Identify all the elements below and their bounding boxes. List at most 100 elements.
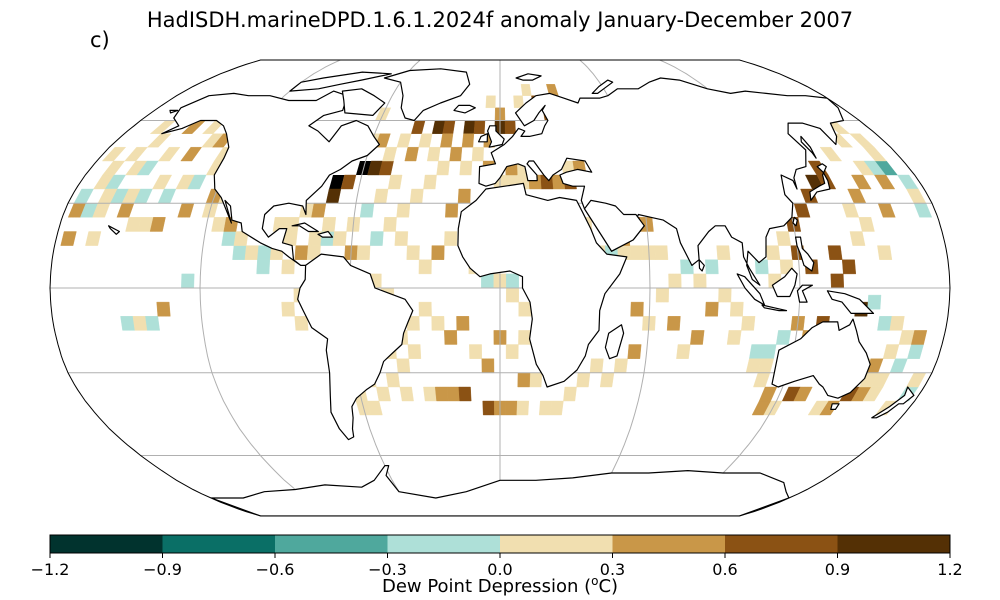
- map-boundary: [49, 59, 951, 517]
- coastline-sumatra: [736, 273, 766, 306]
- colorbar-label-superscript: o: [591, 574, 599, 588]
- anomaly-cell: [505, 344, 519, 359]
- coastline-eurasia: [478, 77, 844, 286]
- coastline-canadian-arctic: [289, 71, 392, 92]
- anomaly-cell: [819, 147, 843, 162]
- anomaly-cell: [136, 160, 159, 176]
- anomaly-cell: [758, 386, 778, 402]
- anomaly-cell: [321, 217, 337, 232]
- anomaly-cell: [517, 372, 531, 388]
- anomaly-cell: [906, 188, 927, 204]
- colorbar-ticks: −1.2 −0.9 −0.6 −0.3 0.0 0.3 0.6 0.9 1.2: [31, 553, 963, 579]
- anomaly-cell: [897, 174, 919, 190]
- anomaly-cell: [807, 400, 829, 416]
- anomaly-cell: [369, 231, 384, 246]
- coastline-sakhalin: [800, 135, 817, 159]
- anomaly-cell: [294, 316, 309, 331]
- anomaly-cell: [356, 245, 371, 260]
- anomaly-cell: [666, 316, 681, 331]
- anomaly-cell: [85, 231, 102, 246]
- anomaly-cell: [396, 203, 411, 218]
- anomaly-cell: [576, 372, 591, 388]
- anomaly-cell: [411, 120, 426, 134]
- coastline-novaya-zemlya: [591, 79, 614, 94]
- anomaly-cell: [841, 259, 857, 275]
- anomaly-cell: [459, 160, 473, 176]
- coastline-cuba: [291, 222, 319, 233]
- anomaly-cell: [407, 344, 422, 359]
- colorbar-tick-label: 0.6: [712, 560, 737, 579]
- anomaly-cell: [473, 120, 486, 134]
- graticule: [50, 60, 950, 516]
- anomaly-cell: [481, 358, 495, 373]
- anomaly-cell: [729, 301, 744, 317]
- anomaly-cell: [629, 245, 644, 260]
- anomaly-cell: [463, 120, 476, 134]
- colorbar-segment: [50, 535, 163, 553]
- anomaly-cell: [457, 188, 471, 204]
- anomaly-cell: [394, 231, 409, 246]
- coastline-japan: [809, 163, 831, 201]
- anomaly-cell: [793, 386, 813, 402]
- anomaly-cell: [60, 231, 77, 246]
- coastline-arabia: [583, 199, 645, 252]
- anomaly-cell: [505, 400, 518, 416]
- anomaly-cell: [469, 344, 483, 359]
- anomaly-cell: [423, 174, 437, 190]
- coastline-svalbard: [515, 73, 542, 81]
- anomaly-cell: [406, 245, 420, 260]
- anomaly-cell: [841, 203, 860, 218]
- anomaly-cell: [431, 245, 445, 260]
- anomaly-cell: [383, 217, 397, 232]
- anomaly-cell: [221, 231, 237, 246]
- coastline-hawaii: [108, 225, 120, 235]
- anomaly-cell: [874, 174, 896, 190]
- anomaly-cell: [858, 217, 875, 232]
- anomaly-cell: [409, 188, 424, 204]
- anomaly-cell: [232, 245, 247, 260]
- anomaly-cell: [396, 358, 411, 373]
- anomaly-cell: [627, 344, 642, 359]
- coastline-kamchatka-is: [169, 109, 179, 114]
- anomaly-cell: [741, 316, 756, 331]
- anomaly-cell: [396, 133, 412, 148]
- coastline-antarctica: [210, 465, 790, 516]
- anomaly-cell: [862, 386, 884, 402]
- anomaly-cell: [116, 203, 135, 218]
- anomaly-cell: [765, 245, 781, 260]
- anomaly-cell: [654, 245, 669, 260]
- coastline-madagascar: [604, 324, 625, 360]
- colorbar-segment: [725, 535, 838, 553]
- anomaly-cell: [149, 217, 166, 232]
- anomaly-cell: [149, 120, 177, 134]
- anomaly-cell: [444, 330, 458, 345]
- coastline-sulawesi: [796, 284, 813, 303]
- anomaly-cell: [906, 372, 927, 388]
- figure-title: HadISDH.marineDPD.1.6.1.2024f anomaly Ja…: [146, 8, 854, 32]
- anomaly-cell: [418, 301, 432, 317]
- anomaly-cell: [157, 188, 177, 204]
- coastline-tasmania: [830, 403, 840, 410]
- anomaly-cell: [132, 316, 148, 331]
- anomaly-cell: [877, 245, 893, 260]
- anomaly-cell: [749, 344, 765, 359]
- anomaly-cell: [753, 372, 771, 388]
- anomaly-cell: [177, 203, 195, 218]
- colorbar-segment: [162, 535, 276, 553]
- coastline-new-guinea: [826, 290, 875, 314]
- anomaly-cell: [376, 386, 391, 402]
- anomaly-cell: [152, 174, 173, 190]
- anomaly-cell: [281, 301, 295, 317]
- anomaly-cell: [911, 330, 928, 345]
- coastline-sri-lanka: [698, 259, 705, 272]
- anomaly-cell: [705, 301, 719, 317]
- anomaly-cell: [668, 273, 682, 289]
- anomaly-cell: [505, 287, 520, 303]
- anomaly-cell: [434, 386, 449, 402]
- coastline-new-zealand: [871, 386, 915, 419]
- anomaly-cell: [471, 147, 484, 162]
- coastline-uk: [487, 125, 505, 148]
- anomaly-cell: [793, 203, 811, 218]
- anomaly-cell: [599, 372, 615, 388]
- anomaly-cell: [867, 294, 882, 310]
